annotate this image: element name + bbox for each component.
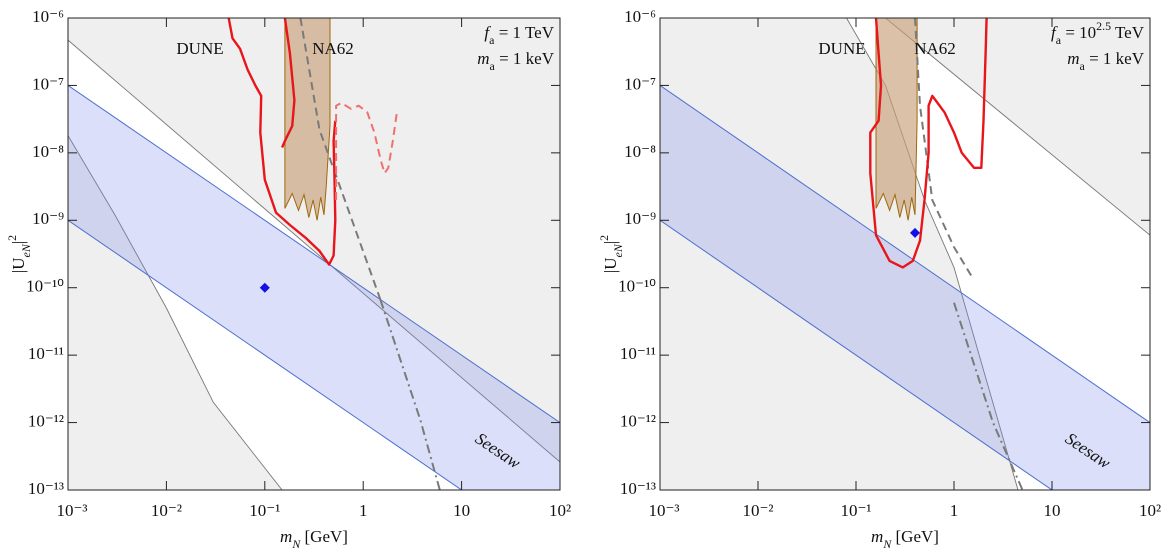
na62-label: NA62 — [312, 39, 354, 58]
y-tick-label: 10⁻⁶ — [624, 7, 656, 26]
x-tick-label: 10 — [453, 501, 470, 520]
band-lower-line — [660, 219, 1053, 490]
y-tick-label: 10⁻⁷ — [624, 74, 656, 93]
band-upper-line — [660, 84, 1150, 424]
y-tick-label: 10⁻⁷ — [32, 74, 64, 93]
y-tick-label: 10⁻¹¹ — [620, 344, 656, 363]
y-tick-label: 10⁻¹² — [620, 411, 656, 430]
x-tick-label: 10⁻¹ — [840, 501, 871, 520]
y-axis-label: |UeN|2 — [597, 235, 625, 273]
curve — [299, 18, 382, 301]
x-tick-label: 10² — [1139, 501, 1161, 520]
curve — [227, 18, 337, 266]
x-tick-label: 1 — [950, 501, 959, 520]
bound-line — [885, 18, 1150, 236]
x-tick-label: 10² — [549, 501, 571, 520]
x-tick-label: 10⁻² — [151, 501, 182, 520]
x-tick-label: 10⁻³ — [648, 501, 679, 520]
band-lower-line — [68, 219, 463, 490]
y-tick-label: 10⁻⁸ — [32, 142, 64, 161]
na62-region — [284, 18, 331, 221]
na62-label: NA62 — [914, 39, 956, 58]
y-tick-label: 10⁻¹³ — [620, 479, 656, 498]
benchmark-point — [259, 282, 270, 293]
y-tick-label: 10⁻⁶ — [32, 7, 64, 26]
excluded-region — [68, 18, 283, 490]
seesaw-band — [68, 85, 560, 490]
dune-label: DUNE — [176, 39, 223, 58]
y-tick-label: 10⁻⁹ — [32, 209, 64, 228]
panel: 10⁻³ 10⁻² 10⁻¹ 1 10 10² 10⁻¹³ 10⁻¹² 10⁻¹¹ 10⁻¹⁰ 10… — [5, 7, 571, 551]
x-tick-label: 10⁻³ — [56, 501, 87, 520]
x-tick-label: 10⁻¹ — [249, 501, 280, 520]
y-tick-label: 10⁻⁹ — [624, 209, 656, 228]
y-tick-label: 10⁻¹² — [28, 411, 64, 430]
y-tick-label: 10⁻¹⁰ — [26, 277, 64, 296]
benchmark-point — [910, 227, 921, 238]
fa-label: fa = 102.5 TeV — [1051, 19, 1145, 47]
excluded-region — [660, 18, 1018, 490]
x-axis-label: mN [GeV] — [280, 527, 348, 551]
y-tick-label: 10⁻¹³ — [28, 479, 64, 498]
y-tick-label: 10⁻⁸ — [624, 142, 656, 161]
bound-line — [68, 39, 560, 463]
plot-frame — [659, 17, 1151, 491]
panel: 10⁻³ 10⁻² 10⁻¹ 1 10 10² 10⁻¹³ 10⁻¹² 10⁻¹¹ 10⁻¹⁰ 10… — [597, 7, 1161, 551]
ma-label: ma = 1 keV — [477, 49, 554, 73]
band-upper-line — [68, 84, 560, 424]
curve — [869, 18, 988, 269]
x-tick-label: 10 — [1044, 501, 1061, 520]
na62-region — [875, 18, 918, 221]
curve — [379, 299, 441, 490]
plot-frame — [67, 17, 561, 491]
curve — [953, 302, 1024, 490]
x-tick-label: 1 — [359, 501, 368, 520]
curve — [914, 18, 973, 277]
ma-label: ma = 1 keV — [1067, 49, 1144, 73]
seesaw-band — [660, 85, 1150, 490]
excluded-region — [660, 18, 1150, 236]
fa-label: fa = 1 TeV — [484, 23, 554, 47]
x-tick-label: 10⁻² — [742, 501, 773, 520]
plot-area — [660, 18, 1150, 490]
x-axis-label: mN [GeV] — [871, 527, 939, 551]
excluded-region — [68, 18, 560, 462]
y-tick-label: 10⁻¹¹ — [28, 344, 64, 363]
y-axis-label: |UeN|2 — [5, 235, 33, 273]
y-tick-label: 10⁻¹⁰ — [618, 277, 656, 296]
bound-line — [68, 135, 283, 490]
dune-label: DUNE — [818, 39, 865, 58]
plot-area — [68, 18, 560, 490]
